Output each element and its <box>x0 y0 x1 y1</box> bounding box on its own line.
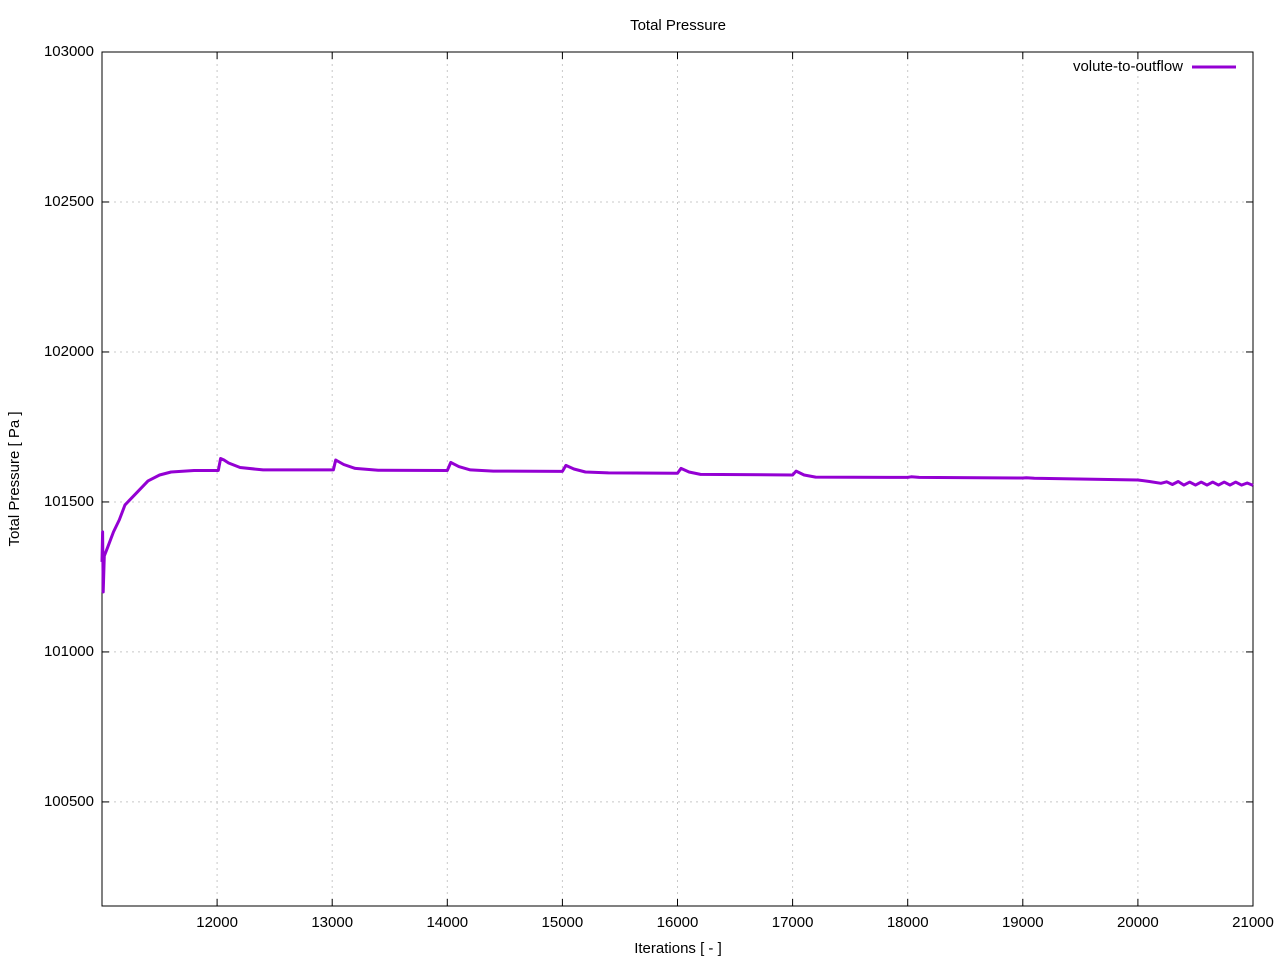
y-tick-label: 103000 <box>44 43 94 60</box>
y-axis-label: Total Pressure [ Pa ] <box>6 411 23 546</box>
series-line <box>100 457 1254 594</box>
x-tick-label: 20000 <box>1117 914 1159 931</box>
x-tick-label: 14000 <box>426 914 468 931</box>
chart-title: Total Pressure <box>630 17 726 34</box>
y-tick-label: 102500 <box>44 193 94 210</box>
y-tick-label: 100500 <box>44 793 94 810</box>
x-tick-label: 16000 <box>657 914 699 931</box>
y-tick-label: 101500 <box>44 493 94 510</box>
x-tick-label: 17000 <box>772 914 814 931</box>
x-tick-label: 13000 <box>311 914 353 931</box>
x-tick-label: 18000 <box>887 914 929 931</box>
plot-frame <box>101 51 1254 907</box>
x-tick-label: 12000 <box>196 914 238 931</box>
x-tick-label: 19000 <box>1002 914 1044 931</box>
y-tick-label: 102000 <box>44 343 94 360</box>
x-tick-label: 15000 <box>542 914 584 931</box>
x-tick-label: 21000 <box>1232 914 1274 931</box>
legend-label: volute-to-outflow <box>1073 58 1183 75</box>
y-tick-label: 101000 <box>44 643 94 660</box>
x-axis-label: Iterations [ - ] <box>634 940 722 957</box>
